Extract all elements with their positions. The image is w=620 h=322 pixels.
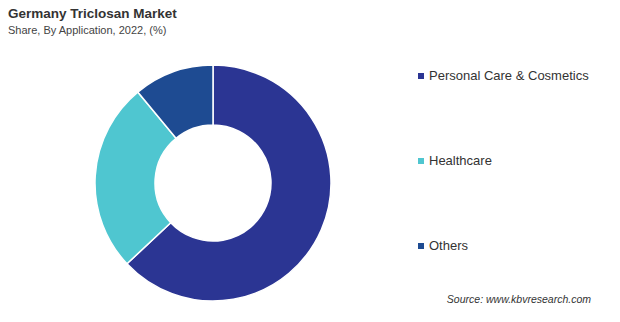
legend-label: Healthcare <box>429 153 492 168</box>
legend-label: Personal Care & Cosmetics <box>429 68 589 83</box>
slice <box>138 65 213 138</box>
legend-swatch <box>418 73 424 79</box>
source: Source: www.kbvresearch.com <box>447 293 591 305</box>
legend-label: Others <box>429 238 469 253</box>
subtitle: Share, By Application, 2022, (%) <box>8 24 166 36</box>
chart: Germany Triclosan Market Share, By Applic… <box>0 0 620 322</box>
slice <box>127 65 331 301</box>
title: Germany Triclosan Market <box>8 6 177 21</box>
legend-swatch <box>418 243 424 249</box>
legend-swatch <box>418 158 424 164</box>
donut <box>95 65 331 301</box>
